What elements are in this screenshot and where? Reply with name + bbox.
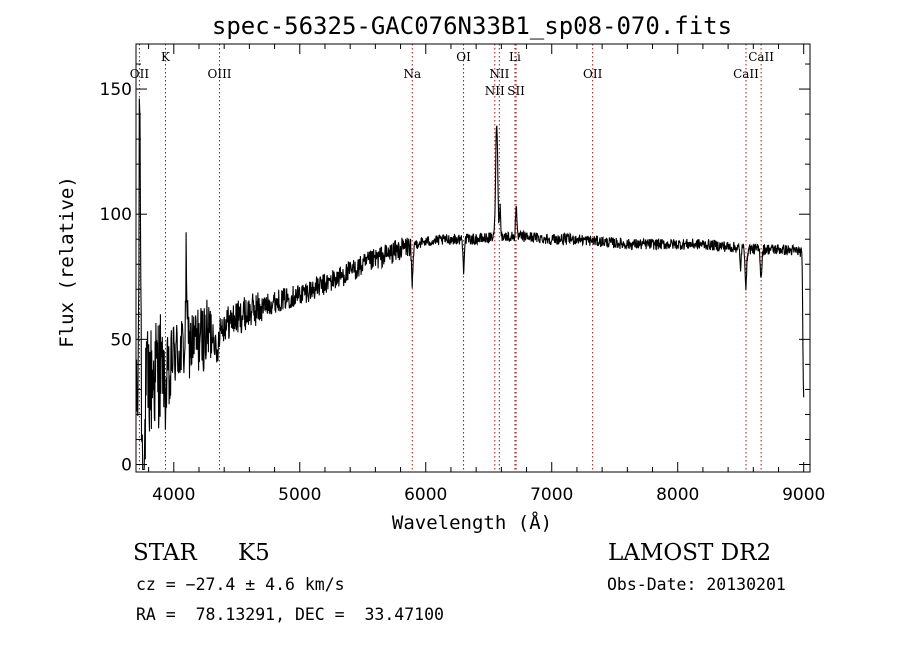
plot-frame	[135, 43, 811, 473]
x-tick-label: 9000	[782, 485, 825, 505]
line-marker-label: CaII	[733, 67, 759, 81]
chart-title: spec-56325-GAC076N33B1_sp08-070.fits	[212, 12, 732, 40]
object-class: STAR	[133, 540, 197, 566]
y-tick-label: 100	[100, 205, 132, 225]
x-tick-label: 7000	[530, 485, 573, 505]
line-marker-label: NII	[485, 84, 505, 98]
line-marker-label: K	[161, 50, 171, 64]
line-markers	[138, 44, 762, 472]
y-tick-label: 50	[110, 330, 132, 350]
survey-name: LAMOST DR2	[608, 540, 771, 566]
spectrum-line	[136, 98, 805, 471]
line-marker-label: OIII	[207, 67, 231, 81]
x-tick-labels: 4000 5000 6000 7000 8000 9000	[152, 485, 825, 505]
x-tick-label: 8000	[656, 485, 699, 505]
redshift-cz: cz = −27.4 ± 4.6 km/s	[136, 575, 345, 594]
line-marker-label: NII	[489, 67, 509, 81]
ra-dec: RA = 78.13291, DEC = 33.47100	[136, 605, 444, 624]
x-tick-label: 6000	[404, 485, 447, 505]
line-marker-label: OII	[130, 67, 150, 81]
object-subclass: K5	[238, 540, 270, 566]
y-tick-label: 0	[121, 455, 132, 475]
line-marker-label: Li	[509, 50, 521, 64]
line-marker-label: OI	[456, 50, 471, 64]
axis-ticks	[136, 44, 810, 472]
y-tick-labels: 0 50 100 150	[100, 80, 132, 475]
x-tick-label: 4000	[152, 485, 195, 505]
line-marker-label: SII	[507, 84, 525, 98]
x-tick-label: 5000	[278, 485, 321, 505]
line-marker-label: CaII	[748, 50, 774, 64]
y-tick-label: 150	[100, 80, 132, 100]
line-marker-label: Na	[403, 67, 421, 81]
y-axis-label: Flux (relative)	[56, 176, 78, 348]
line-marker-label: OII	[583, 67, 603, 81]
observation-date: Obs-Date: 20130201	[607, 575, 786, 594]
x-axis-label: Wavelength (Å)	[392, 511, 552, 534]
